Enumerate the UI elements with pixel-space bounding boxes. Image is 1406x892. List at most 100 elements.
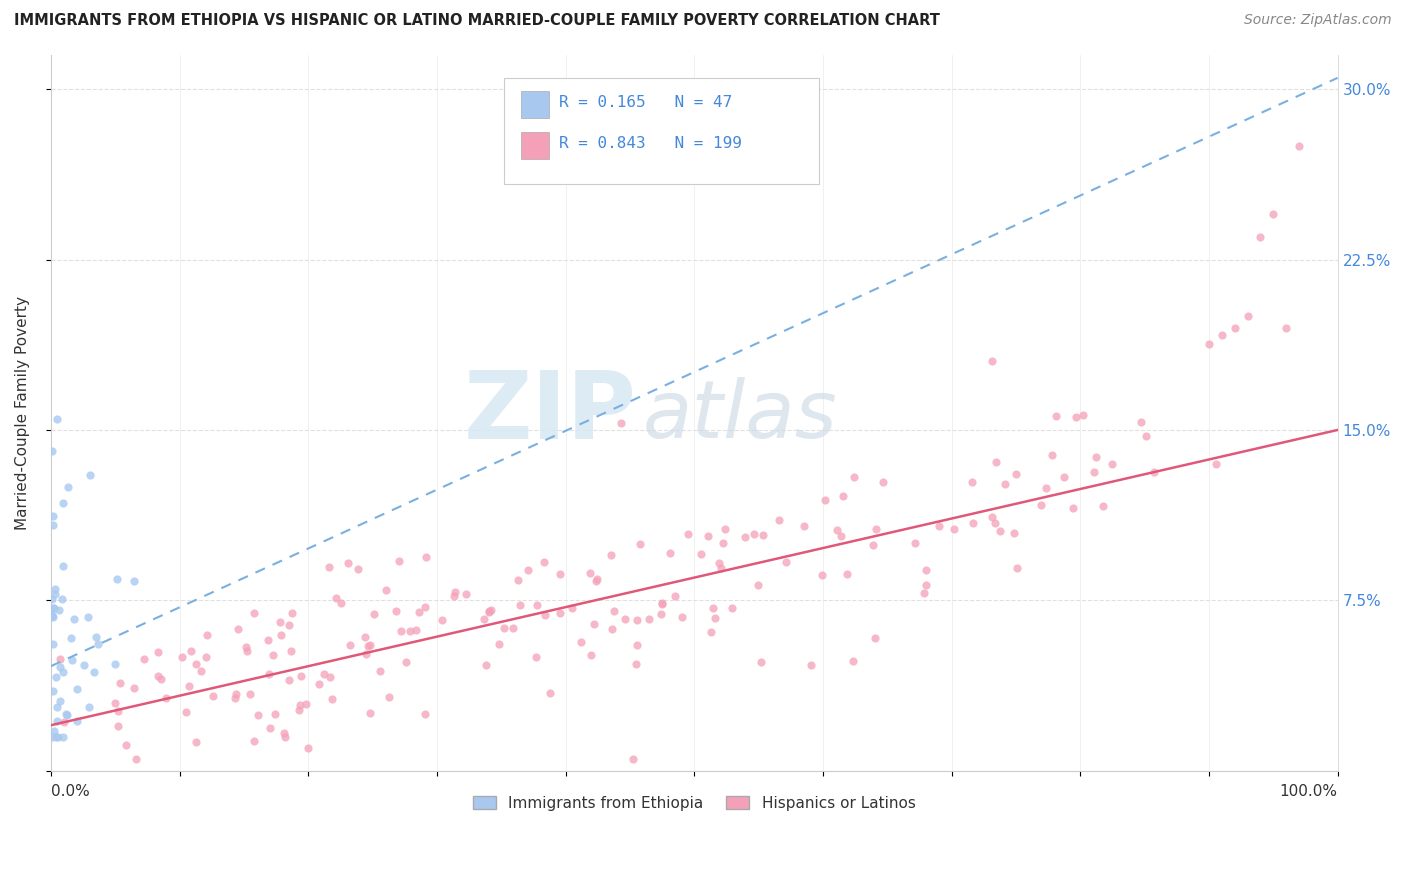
Point	[388, 554, 411, 568]
Y-axis label: Married-Couple Family Poverty: Married-Couple Family Poverty	[15, 296, 30, 530]
Point	[226, 622, 249, 636]
Point	[734, 530, 756, 544]
Point	[915, 578, 938, 592]
Point	[721, 601, 744, 615]
Point	[170, 650, 193, 665]
Bar	[520, 91, 548, 118]
Point	[831, 489, 853, 503]
Point	[257, 666, 280, 681]
Point	[336, 557, 359, 571]
Point	[1249, 230, 1271, 244]
Point	[1143, 465, 1166, 479]
Point	[664, 589, 686, 603]
Point	[1029, 498, 1052, 512]
Point	[52, 665, 75, 679]
Point	[444, 584, 467, 599]
Point	[1101, 457, 1123, 471]
Point	[235, 640, 257, 655]
Point	[42, 723, 65, 738]
Point	[1005, 561, 1028, 575]
Point	[41, 609, 63, 624]
Point	[960, 475, 983, 489]
Point	[374, 582, 396, 597]
Point	[714, 523, 737, 537]
Point	[603, 604, 626, 618]
Point	[1130, 415, 1153, 429]
Text: R = 0.843   N = 199: R = 0.843 N = 199	[560, 136, 742, 151]
Point	[287, 703, 309, 717]
Point	[711, 535, 734, 549]
Point	[110, 675, 132, 690]
Point	[637, 612, 659, 626]
Point	[49, 659, 72, 673]
Point	[354, 630, 377, 644]
Point	[1004, 525, 1026, 540]
Point	[63, 612, 86, 626]
Point	[538, 686, 561, 700]
Point	[548, 567, 571, 582]
Point	[509, 598, 531, 612]
Point	[259, 721, 281, 735]
Point	[984, 454, 1007, 468]
Point	[408, 606, 430, 620]
Point	[415, 550, 437, 565]
Point	[56, 480, 79, 494]
Point	[697, 529, 720, 543]
Point	[48, 652, 70, 666]
Point	[44, 730, 66, 744]
Point	[651, 598, 673, 612]
Point	[59, 632, 82, 646]
Point	[308, 677, 330, 691]
Point	[155, 690, 177, 705]
Point	[42, 637, 65, 651]
Point	[41, 730, 63, 744]
Point	[825, 523, 848, 537]
Point	[502, 621, 524, 635]
Point	[1236, 310, 1258, 324]
Point	[837, 567, 859, 582]
Point	[224, 690, 246, 705]
Point	[42, 509, 65, 524]
Point	[747, 578, 769, 592]
Point	[77, 700, 100, 714]
Point	[363, 607, 385, 621]
Point	[751, 528, 773, 542]
Point	[339, 638, 361, 652]
Point	[1211, 327, 1233, 342]
Point	[600, 622, 623, 636]
Point	[391, 624, 413, 638]
Point	[122, 681, 145, 696]
Point	[1263, 207, 1285, 221]
Point	[775, 555, 797, 569]
Point	[988, 524, 1011, 538]
Point	[811, 568, 834, 582]
Point	[1083, 465, 1105, 479]
Point	[488, 637, 510, 651]
Point	[262, 648, 284, 662]
Point	[84, 630, 107, 644]
Point	[115, 738, 138, 752]
Point	[517, 563, 540, 577]
Point	[1198, 336, 1220, 351]
Point	[321, 691, 343, 706]
Point	[1071, 408, 1094, 422]
Point	[586, 572, 609, 586]
Point	[42, 518, 65, 533]
Point	[318, 669, 340, 683]
Point	[41, 592, 63, 607]
Point	[314, 667, 336, 681]
Point	[1045, 409, 1067, 423]
Point	[915, 563, 938, 577]
Point	[277, 673, 299, 687]
Point	[359, 638, 381, 652]
FancyBboxPatch shape	[503, 78, 820, 184]
Point	[146, 669, 169, 683]
Point	[1052, 470, 1074, 484]
Point	[862, 538, 884, 552]
Point	[52, 730, 75, 744]
Point	[290, 669, 312, 683]
Point	[415, 599, 437, 614]
Point	[329, 596, 352, 610]
Point	[626, 638, 648, 652]
Point	[66, 681, 89, 696]
